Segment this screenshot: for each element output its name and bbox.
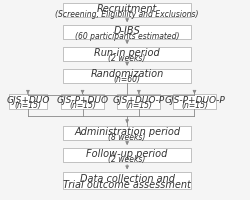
Text: (60 participants estimated): (60 participants estimated)	[74, 32, 179, 41]
FancyBboxPatch shape	[63, 26, 190, 40]
Text: D-IBS: D-IBS	[113, 26, 140, 36]
FancyBboxPatch shape	[63, 48, 190, 62]
Text: Administration period: Administration period	[74, 126, 180, 136]
Text: Trial outcome assessment: Trial outcome assessment	[63, 179, 190, 189]
FancyBboxPatch shape	[63, 127, 190, 140]
Text: Follow-up period: Follow-up period	[86, 148, 167, 158]
Text: Data collection and: Data collection and	[79, 174, 174, 183]
Text: (n=15): (n=15)	[14, 101, 41, 110]
Text: Recruitment: Recruitment	[96, 4, 157, 14]
Text: GJS-P+DUO-P: GJS-P+DUO-P	[164, 95, 224, 104]
Text: (8 weeks): (8 weeks)	[108, 132, 145, 141]
Text: GJS+DUO-P: GJS+DUO-P	[112, 95, 164, 104]
Text: (Screening, Eligibility and Exclusions): (Screening, Eligibility and Exclusions)	[55, 10, 198, 19]
Text: (n=60): (n=60)	[113, 75, 140, 84]
Text: (n=15): (n=15)	[69, 101, 96, 110]
FancyBboxPatch shape	[63, 172, 190, 189]
FancyBboxPatch shape	[9, 95, 47, 109]
Text: Run-in period: Run-in period	[94, 47, 159, 57]
Text: (2 weeks): (2 weeks)	[108, 154, 145, 163]
Text: GJS+DUO: GJS+DUO	[6, 95, 50, 104]
FancyBboxPatch shape	[117, 95, 160, 109]
FancyBboxPatch shape	[61, 95, 104, 109]
FancyBboxPatch shape	[63, 69, 190, 83]
Text: (n=15): (n=15)	[125, 101, 152, 110]
Text: (n=15): (n=15)	[180, 101, 207, 110]
FancyBboxPatch shape	[172, 95, 215, 109]
FancyBboxPatch shape	[63, 4, 190, 18]
Text: GJS-P+DUO: GJS-P+DUO	[56, 95, 108, 104]
Text: Randomization: Randomization	[90, 69, 163, 79]
Text: (2 weeks): (2 weeks)	[108, 53, 145, 62]
FancyBboxPatch shape	[63, 148, 190, 162]
